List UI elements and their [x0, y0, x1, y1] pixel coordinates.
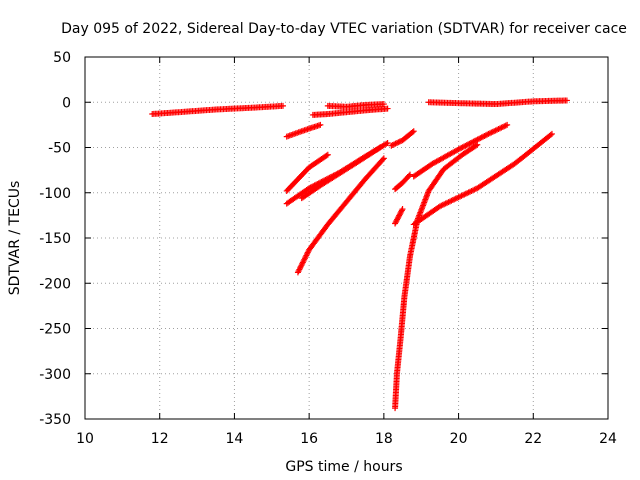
data-point [324, 151, 331, 158]
data-point [471, 137, 478, 144]
y-tick-label: -350 [39, 412, 71, 428]
y-tick-label: -300 [39, 367, 71, 383]
data-point [456, 145, 463, 152]
y-tick-label: 0 [62, 95, 71, 111]
data-point [317, 121, 324, 128]
data-points [149, 97, 570, 412]
data-point [398, 207, 405, 214]
y-tick-label: -250 [39, 322, 71, 338]
y-axis-ticks: 50 0 -50 -100 -150 -200 -250 -300 -350 [39, 50, 608, 428]
grid-lines [85, 57, 608, 419]
data-point [563, 97, 570, 104]
y-tick-label: -150 [39, 231, 71, 247]
data-point [377, 144, 384, 151]
data-point [473, 142, 480, 149]
data-point [458, 144, 465, 151]
data-point [455, 146, 462, 153]
x-axis-label: GPS time / hours [285, 459, 402, 475]
data-point [475, 135, 482, 142]
data-point [463, 142, 470, 149]
y-tick-label: -100 [39, 186, 71, 202]
data-point [547, 131, 554, 138]
data-point [478, 134, 485, 141]
data-point [474, 141, 481, 148]
series-arc-12 [392, 206, 406, 227]
data-point [409, 129, 416, 136]
x-tick-label: 12 [151, 431, 169, 447]
data-point [375, 145, 382, 152]
series-arc-9 [294, 155, 387, 276]
series-arc-6 [283, 151, 331, 194]
y-tick-label: -50 [48, 141, 71, 157]
x-tick-label: 14 [226, 431, 244, 447]
x-tick-label: 10 [76, 431, 94, 447]
data-point [461, 143, 468, 150]
data-point [380, 101, 387, 108]
series-arc-1 [149, 102, 286, 118]
x-tick-label: 20 [450, 431, 468, 447]
data-point [399, 206, 406, 213]
data-point [383, 140, 390, 147]
data-point [466, 140, 473, 147]
series-arc-2 [309, 105, 391, 118]
x-tick-label: 16 [300, 431, 318, 447]
x-tick-label: 22 [524, 431, 542, 447]
x-tick-label: 24 [599, 431, 617, 447]
data-point [477, 135, 484, 142]
data-point [384, 105, 391, 112]
data-point [394, 215, 401, 222]
data-point [396, 212, 403, 219]
data-point [459, 144, 466, 151]
data-point [473, 137, 480, 144]
data-point [467, 140, 474, 147]
series-arc-8 [298, 144, 384, 202]
data-point [465, 141, 472, 148]
data-point [393, 217, 400, 224]
series-arc-11 [392, 171, 414, 193]
x-tick-label: 18 [375, 431, 393, 447]
series-arc-4 [425, 97, 570, 108]
data-point [484, 131, 491, 138]
data-point [470, 138, 477, 145]
y-tick-label: -200 [39, 276, 71, 292]
data-point [504, 121, 511, 128]
data-point [397, 209, 404, 216]
data-point [481, 133, 488, 140]
data-point [474, 136, 481, 143]
data-point [407, 171, 414, 178]
data-point [394, 216, 401, 223]
x-axis-ticks: 10 12 14 16 18 20 22 24 [76, 57, 617, 447]
data-point [469, 139, 476, 146]
data-point [480, 133, 487, 140]
chart-title: Day 095 of 2022, Sidereal Day-to-day VTE… [61, 21, 627, 37]
series-arc-10 [388, 128, 417, 149]
y-tick-label: 50 [53, 50, 71, 66]
data-point [398, 208, 405, 215]
data-point [410, 128, 417, 135]
data-point [405, 172, 412, 179]
data-point [392, 219, 399, 226]
y-axis-label: SDTVAR / TECUs [7, 181, 23, 296]
series-arc-3 [324, 101, 387, 110]
data-point [395, 213, 402, 220]
plot-frame [84, 56, 609, 420]
data-point [279, 102, 286, 109]
data-point [323, 152, 330, 159]
data-point [379, 156, 386, 163]
data-point [384, 139, 391, 146]
series-arc-15 [392, 141, 481, 412]
data-point [462, 142, 469, 149]
data-point [548, 130, 555, 137]
data-point [396, 211, 403, 218]
data-point [380, 155, 387, 162]
series-arc-5 [283, 121, 324, 140]
data-point [482, 132, 489, 139]
series-arc-13 [410, 121, 511, 180]
data-point [392, 220, 399, 227]
